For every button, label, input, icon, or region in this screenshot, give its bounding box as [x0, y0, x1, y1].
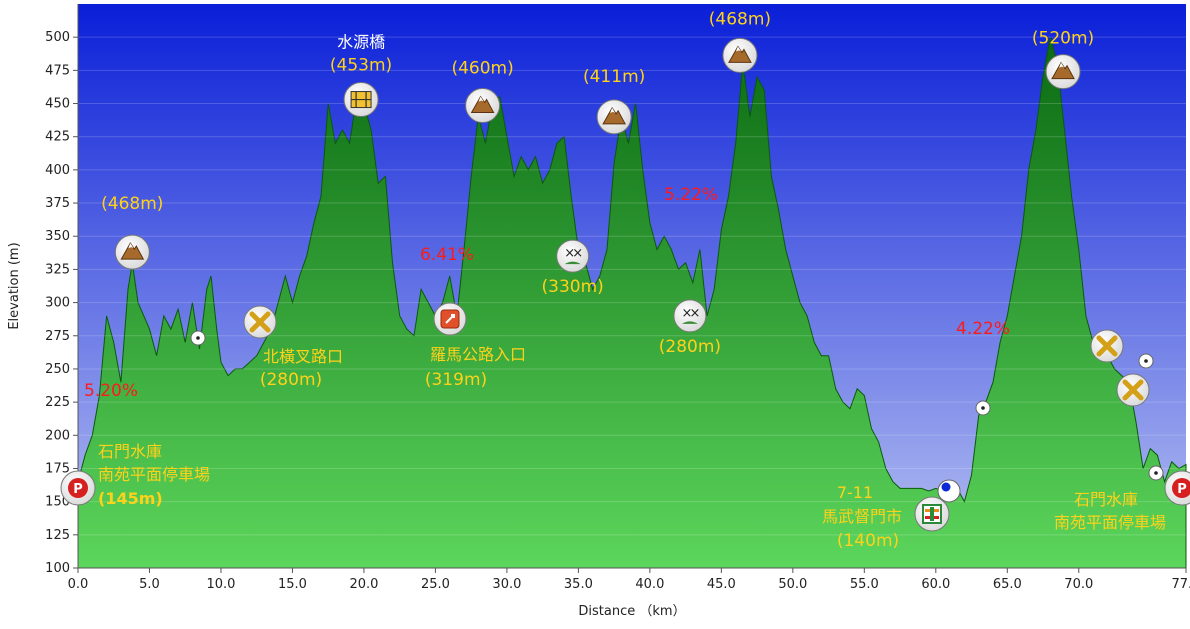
mountain-icon	[596, 99, 632, 135]
crossroad-icon	[243, 305, 277, 339]
junction-icon: ××	[556, 239, 590, 273]
end-title-line1: 石門水庫	[1074, 490, 1138, 509]
y-tick-label: 400	[45, 163, 70, 178]
parking-icon-end: P	[1164, 470, 1190, 506]
x-tick-label: 40.0	[635, 577, 664, 592]
y-tick-label: 275	[45, 329, 70, 344]
end-title-line2: 南苑平面停車場	[1054, 513, 1166, 532]
peak-elevation-label: (468m)	[101, 194, 163, 214]
x-tick-label: 25.0	[421, 577, 450, 592]
svg-text:×: ×	[572, 246, 583, 261]
start-title-line1: 石門水庫	[98, 442, 162, 461]
start-elevation-label: (145m)	[98, 489, 163, 508]
crossroad-icon	[1090, 329, 1124, 363]
bridge-name-label: 水源橋	[337, 33, 385, 52]
waypoint-icon	[190, 330, 206, 346]
y-tick-label: 325	[45, 262, 70, 277]
x-tick-label: 55.0	[850, 577, 879, 592]
bridge-icon	[343, 82, 379, 118]
y-tick-label: 375	[45, 196, 70, 211]
y-tick-label: 250	[45, 362, 70, 377]
roma-title-label: 羅馬公路入口	[430, 345, 526, 364]
junction1-title-label: 北橫叉路口	[263, 347, 343, 366]
x-tick-label: 65.0	[993, 577, 1022, 592]
y-tick-label: 450	[45, 97, 70, 112]
mountain-icon	[1045, 54, 1081, 90]
x-tick-label: 60.0	[921, 577, 950, 592]
grade-label: 5.22%	[664, 185, 718, 205]
peak-elevation-label: (468m)	[709, 9, 771, 29]
y-tick-label: 175	[45, 461, 70, 476]
grade-label: 4.22%	[956, 319, 1010, 339]
x-tick-label: 35.0	[564, 577, 593, 592]
x-tick-label: 77.5	[1172, 577, 1190, 592]
parking-icon-start: P	[60, 470, 96, 506]
x-tick-label: 0.0	[68, 577, 89, 592]
crossroad-icon	[1116, 373, 1150, 407]
x-axis-title: Distance （km）	[578, 604, 685, 619]
junction-elevation-label: (330m)	[542, 277, 604, 297]
y-tick-label: 300	[45, 296, 70, 311]
y-tick-label: 350	[45, 229, 70, 244]
elevation-area	[77, 37, 1187, 569]
svg-text:×: ×	[689, 306, 700, 321]
mountain-icon	[722, 37, 758, 73]
blue-dot-icon	[937, 479, 961, 503]
junction1-elevation-label: (280m)	[260, 370, 322, 390]
store-line1-label: 7-11	[837, 483, 873, 502]
x-tick-label: 15.0	[278, 577, 307, 592]
svg-text:×: ×	[564, 246, 575, 261]
x-tick-label: 50.0	[778, 577, 807, 592]
x-tick-label: 20.0	[349, 577, 378, 592]
x-tick-label: 5.0	[139, 577, 160, 592]
grade-label: 5.20%	[84, 381, 138, 401]
store-line2-label: 馬武督門市	[822, 507, 902, 526]
svg-text:P: P	[1177, 482, 1187, 497]
x-tick-label: 10.0	[206, 577, 235, 592]
start-title-line2: 南苑平面停車場	[98, 465, 210, 484]
mountain-icon	[114, 234, 150, 270]
waypoint-icon	[1148, 465, 1164, 481]
x-tick-label: 30.0	[492, 577, 521, 592]
waypoint-icon	[975, 400, 991, 416]
x-tick-label: 45.0	[707, 577, 736, 592]
grade-label: 6.41%	[420, 245, 474, 265]
road-sign-icon	[433, 302, 467, 336]
y-tick-label: 125	[45, 528, 70, 543]
bridge-elevation-label: (453m)	[330, 56, 392, 76]
peak-elevation-label: (411m)	[583, 67, 645, 87]
roma-elevation-label: (319m)	[425, 370, 487, 390]
junction-icon: ××	[673, 299, 707, 333]
y-tick-label: 425	[45, 130, 70, 145]
y-axis-title: Elevation (m)	[7, 242, 22, 329]
y-tick-label: 200	[45, 428, 70, 443]
mountain-icon	[465, 88, 501, 124]
y-tick-label: 225	[45, 395, 70, 410]
peak-elevation-label: (520m)	[1032, 29, 1094, 49]
junction-elevation-label: (280m)	[659, 337, 721, 357]
svg-text:P: P	[73, 482, 83, 497]
peak-elevation-label: (460m)	[451, 59, 513, 79]
store-elevation-label: (140m)	[837, 531, 899, 551]
store-icon	[914, 496, 950, 532]
svg-text:×: ×	[681, 306, 692, 321]
y-tick-label: 475	[45, 63, 70, 78]
x-tick-label: 70.0	[1064, 577, 1093, 592]
y-tick-label: 150	[45, 495, 70, 510]
waypoint-icon	[1138, 353, 1154, 369]
y-tick-label: 500	[45, 30, 70, 45]
y-tick-label: 100	[45, 561, 70, 576]
